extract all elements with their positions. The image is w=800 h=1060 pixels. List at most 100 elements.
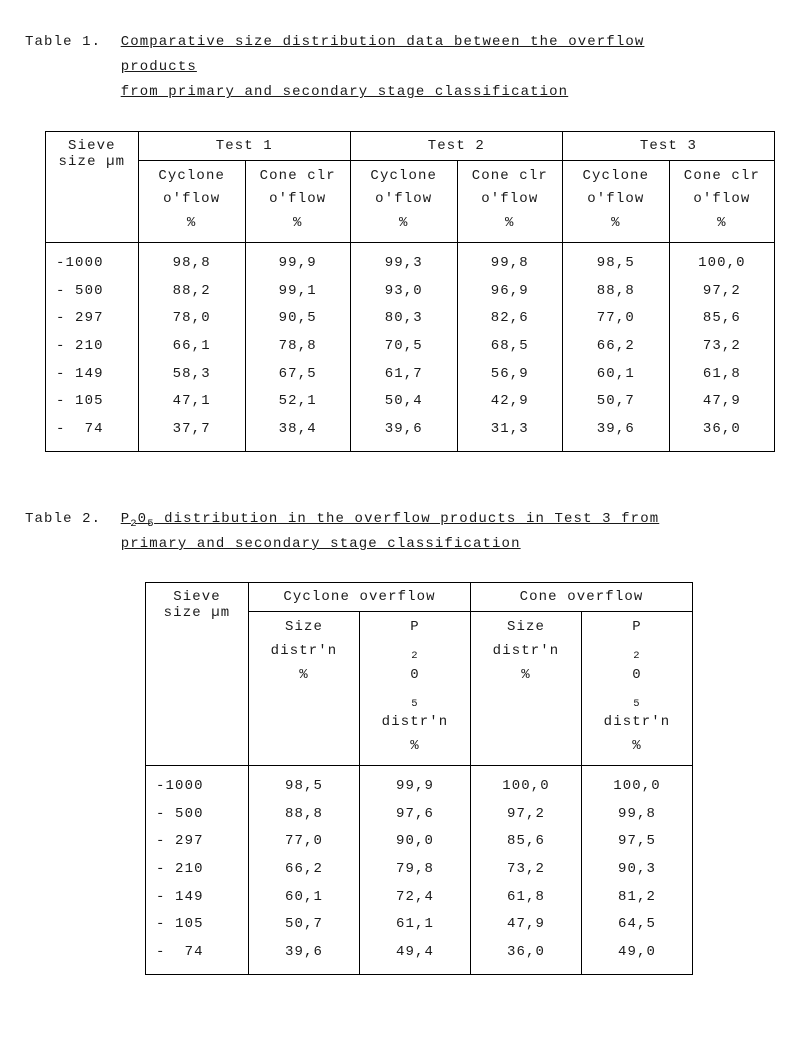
- cell-value: - 105: [152, 914, 242, 936]
- cell-value: 61,1: [366, 914, 464, 936]
- hdr-text: Size: [255, 616, 353, 640]
- cell-value: 97,5: [588, 831, 686, 853]
- table1-group-test3: Test 3: [562, 131, 774, 160]
- table2-sieve-col: -1000- 500- 297- 210- 149- 105- 74: [146, 765, 249, 974]
- cell-value: 38,4: [252, 419, 344, 441]
- table2-data-row: -1000- 500- 297- 210- 149- 105- 74 98,58…: [146, 765, 693, 974]
- table1: Sieve size µm Test 1 Test 2 Test 3 Cyclo…: [45, 131, 775, 452]
- cell-value: - 297: [152, 831, 242, 853]
- cell-value: 31,3: [464, 419, 556, 441]
- hdr-text: µm: [211, 605, 230, 621]
- cell-value: 99,1: [252, 281, 344, 303]
- table1-t2-con: 99,896,982,668,556,942,931,3: [457, 242, 562, 451]
- cell-value: 93,0: [357, 281, 451, 303]
- sub: 2: [130, 518, 137, 530]
- hdr-text: %: [676, 212, 768, 236]
- table1-group-header-row: Sieve size µm Test 1 Test 2 Test 3: [46, 131, 775, 160]
- cell-value: 99,9: [252, 253, 344, 275]
- cell-value: 99,9: [366, 776, 464, 798]
- table2-cyc-size: 98,588,877,066,260,150,739,6: [249, 765, 360, 974]
- cell-value: 47,1: [145, 391, 239, 413]
- cell-value: 47,9: [676, 391, 768, 413]
- hdr-text: size: [59, 154, 97, 170]
- table2: Sieve size µm Cyclone overflow Cone over…: [145, 582, 693, 975]
- hdr-text: distr'n: [588, 711, 686, 735]
- hdr-text: o'flow: [357, 188, 451, 212]
- cell-value: 61,8: [676, 364, 768, 386]
- hdr-text: o'flow: [252, 188, 344, 212]
- hdr-text: %: [252, 212, 344, 236]
- table2-title-line1: P205 distribution in the overflow produc…: [121, 511, 660, 527]
- cell-value: 99,3: [357, 253, 451, 275]
- sub: 5: [411, 697, 418, 709]
- cell-value: 39,6: [357, 419, 451, 441]
- cell-value: 37,7: [145, 419, 239, 441]
- cell-value: 70,5: [357, 336, 451, 358]
- cell-value: 96,9: [464, 281, 556, 303]
- cell-value: 73,2: [676, 336, 768, 358]
- table2-group-header-row: Sieve size µm Cyclone overflow Cone over…: [146, 583, 693, 612]
- cell-value: 90,0: [366, 831, 464, 853]
- hdr-cone: Cone clr o'flow %: [245, 160, 350, 242]
- table1-title-line2: from primary and secondary stage classif…: [121, 80, 681, 105]
- cell-value: -1000: [152, 776, 242, 798]
- hdr-text: size: [164, 605, 202, 621]
- table1-sieve-col: -1000- 500- 297- 210- 149- 105- 74: [46, 242, 139, 451]
- table2-cyc-p: 99,997,690,079,872,461,149,4: [360, 765, 471, 974]
- hdr-text: %: [464, 212, 556, 236]
- table1-title-line1: Comparative size distribution data betwe…: [121, 34, 645, 75]
- hdr-text: %: [569, 212, 663, 236]
- table1-t1-con: 99,999,190,578,867,552,138,4: [245, 242, 350, 451]
- cell-value: 100,0: [588, 776, 686, 798]
- cell-value: - 105: [52, 391, 132, 413]
- table1-title: Comparative size distribution data betwe…: [121, 30, 681, 106]
- cell-value: 49,4: [366, 942, 464, 964]
- hdr-text: P205: [366, 616, 464, 711]
- cell-value: 42,9: [464, 391, 556, 413]
- hdr-text: %: [588, 735, 686, 759]
- hdr-cyclone: Cyclone o'flow %: [350, 160, 457, 242]
- cell-value: 99,8: [464, 253, 556, 275]
- cell-value: -1000: [52, 253, 132, 275]
- hdr-text: Cone clr: [464, 165, 556, 189]
- table1-t2-cyc: 99,393,080,370,561,750,439,6: [350, 242, 457, 451]
- table2-group-cone: Cone overflow: [471, 583, 693, 612]
- cell-value: 73,2: [477, 859, 575, 881]
- cell-value: - 210: [52, 336, 132, 358]
- table1-t3-con: 100,097,285,673,261,847,936,0: [669, 242, 774, 451]
- hdr-text: %: [477, 664, 575, 688]
- cell-value: 47,9: [477, 914, 575, 936]
- hdr-text: P205: [588, 616, 686, 711]
- table1-group-test1: Test 1: [138, 131, 350, 160]
- hdr-cone: Cone clr o'flow %: [457, 160, 562, 242]
- hdr-text: o'flow: [569, 188, 663, 212]
- hdr-text: o'flow: [145, 188, 239, 212]
- cell-value: 52,1: [252, 391, 344, 413]
- hdr-text: distr'n: [255, 640, 353, 664]
- hdr-size: Size distr'n %: [471, 612, 582, 766]
- hdr-text: Cone clr: [676, 165, 768, 189]
- table1-label: Table 1.: [25, 30, 101, 55]
- table2-label: Table 2.: [25, 507, 101, 532]
- cell-value: 60,1: [255, 887, 353, 909]
- cell-value: 88,2: [145, 281, 239, 303]
- cell-value: 50,4: [357, 391, 451, 413]
- hdr-p2o5: P205 distr'n %: [360, 612, 471, 766]
- cell-value: 67,5: [252, 364, 344, 386]
- t: 0: [138, 511, 148, 527]
- table1-t1-cyc: 98,888,278,066,158,347,137,7: [138, 242, 245, 451]
- cell-value: 85,6: [477, 831, 575, 853]
- cell-value: - 74: [52, 419, 132, 441]
- cell-value: 99,8: [588, 804, 686, 826]
- hdr-text: %: [255, 664, 353, 688]
- table2-caption: Table 2. P205 distribution in the overfl…: [25, 507, 775, 557]
- sub: 5: [633, 697, 640, 709]
- cell-value: 90,5: [252, 308, 344, 330]
- cell-value: 97,2: [676, 281, 768, 303]
- cell-value: 98,8: [145, 253, 239, 275]
- cell-value: 100,0: [477, 776, 575, 798]
- cell-value: 64,5: [588, 914, 686, 936]
- hdr-text: Sieve: [68, 138, 116, 154]
- t: distribution in the overflow products in…: [155, 511, 660, 527]
- hdr-text: %: [366, 735, 464, 759]
